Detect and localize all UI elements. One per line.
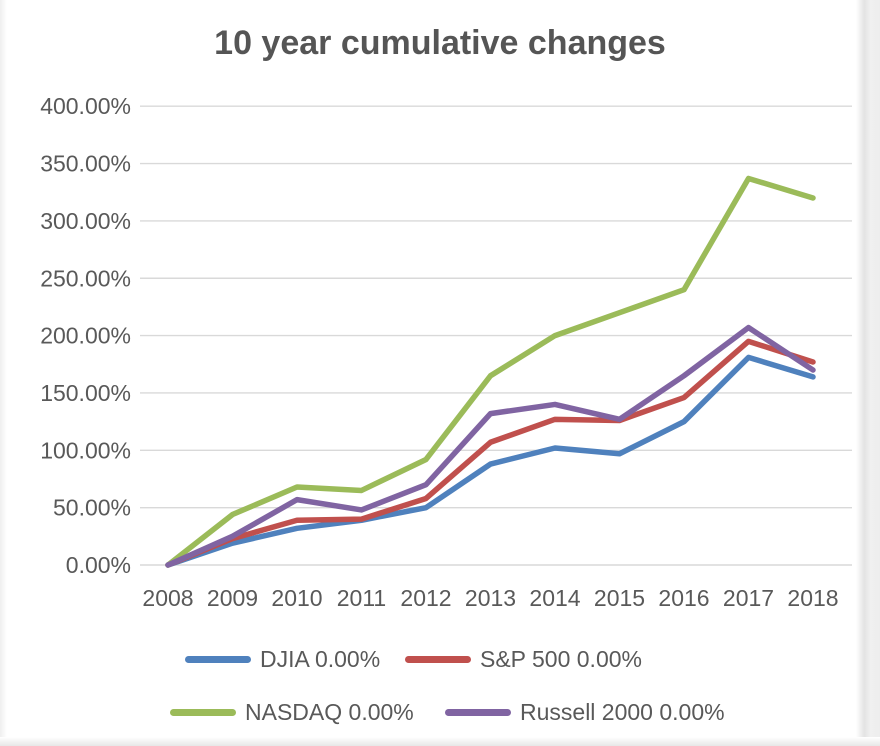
series-line-nasdaq [165, 175, 816, 568]
legend-label-russell2000: Russell 2000 0.00% [520, 699, 725, 725]
x-tick-label: 2010 [271, 585, 322, 611]
series-line-sp500 [165, 338, 816, 568]
y-tick-label: 300.00% [40, 208, 131, 234]
y-tick-label: 350.00% [40, 151, 131, 177]
legend-item-nasdaq: NASDAQ 0.00% [170, 699, 414, 726]
legend-swatch-russell2000 [445, 709, 511, 716]
legend-item-sp500: S&P 500 0.00% [405, 646, 642, 673]
x-axis-labels: 2008 2009 2010 2011 2012 2013 2014 2015 2016 2017… [142, 585, 838, 611]
legend-item-russell2000: Russell 2000 0.00% [445, 699, 725, 726]
legend-swatch-sp500 [405, 656, 471, 663]
series-line-russell2000 [165, 324, 816, 568]
y-tick-label: 150.00% [40, 380, 131, 406]
y-tick-label: 0.00% [66, 552, 131, 578]
legend-label-nasdaq: NASDAQ 0.00% [245, 699, 414, 725]
legend-swatch-djia [185, 656, 251, 663]
x-tick-label: 2009 [207, 585, 258, 611]
x-tick-label: 2018 [787, 585, 838, 611]
x-tick-label: 2011 [337, 585, 386, 611]
y-tick-label: 200.00% [40, 323, 131, 349]
gridlines [140, 105, 852, 566]
legend-label-sp500: S&P 500 0.00% [480, 646, 642, 672]
legend-item-djia: DJIA 0.00% [185, 646, 380, 673]
x-tick-label: 2013 [465, 585, 516, 611]
x-tick-label: 2014 [529, 585, 580, 611]
y-tick-label: 400.00% [40, 93, 131, 119]
series-line-djia [165, 354, 816, 568]
x-tick-label: 2012 [400, 585, 451, 611]
y-tick-label: 100.00% [40, 437, 131, 463]
y-tick-label: 250.00% [40, 265, 131, 291]
chart-legend: DJIA 0.00% S&P 500 0.00% NASDAQ 0.00% Russe… [150, 632, 750, 742]
x-tick-label: 2016 [658, 585, 709, 611]
y-tick-label: 50.00% [53, 495, 131, 521]
y-axis-labels: 400.00% 350.00% 300.00% 250.00% 200.00% 150.0… [40, 93, 131, 578]
legend-swatch-nasdaq [170, 709, 236, 716]
x-tick-label: 2017 [723, 585, 774, 611]
x-tick-label: 2008 [142, 585, 193, 611]
x-tick-label: 2015 [594, 585, 645, 611]
chart-title: 10 year cumulative changes [214, 24, 666, 62]
legend-label-djia: DJIA 0.00% [260, 646, 381, 672]
